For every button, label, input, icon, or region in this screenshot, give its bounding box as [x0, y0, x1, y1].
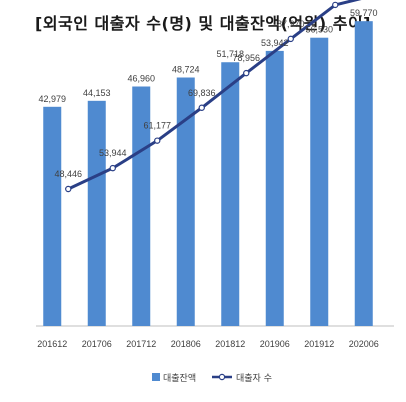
- x-tick-201706: 201706: [82, 339, 112, 349]
- bar-label-201706: 44,153: [83, 88, 111, 98]
- line-label-201612: 48,446: [54, 169, 82, 179]
- x-tick-201812: 201812: [215, 339, 245, 349]
- line-point-201712: [154, 137, 161, 144]
- line-label-201906: 87,970: [277, 19, 305, 29]
- line-label-201712: 61,177: [143, 121, 171, 131]
- line-path: [67, 0, 362, 191]
- bar-201706: [87, 100, 106, 326]
- bar-202006: [354, 21, 373, 326]
- x-tick-201912: 201912: [304, 339, 334, 349]
- x-tick-202006: 202006: [349, 339, 379, 349]
- line-point-201912: [332, 1, 339, 9]
- bar-data-labels: 42,979 44,153 46,960 48,724 51,718 53,942 56,5…: [38, 8, 377, 104]
- bar-series: [43, 21, 373, 327]
- bar-201906: [265, 50, 284, 326]
- x-tick-201612: 201612: [37, 339, 67, 349]
- bar-label-201806: 48,724: [172, 65, 200, 75]
- line-label-201812: 78,956: [232, 53, 260, 63]
- chart-title: [외국인 대출자 수(명) 및 대출잔액(억원) 추이]: [35, 14, 371, 33]
- bar-label-201712: 46,960: [127, 74, 155, 84]
- line-point-201812: [243, 69, 250, 77]
- line-label-201806: 69,836: [188, 88, 216, 98]
- bar-201912: [310, 37, 329, 327]
- bar-label-201912: 56,530: [305, 25, 333, 35]
- x-tick-201906: 201906: [260, 339, 290, 349]
- x-tick-201806: 201806: [171, 339, 201, 349]
- bar-201612: [43, 106, 62, 326]
- line-data-labels: 48,44653,94461,17769,83678,95687,97096,9…: [54, 19, 305, 179]
- legend-swatch-bar: [152, 373, 160, 381]
- legend-label-bar: 대출잔액: [163, 372, 196, 384]
- legend: 대출잔액 대출자 수: [152, 372, 272, 384]
- bar-label-201612: 42,979: [38, 94, 66, 104]
- x-tick-labels: 201612 201706 201712 201806 201812 201906 2019…: [37, 339, 379, 349]
- line-point-201612: [65, 185, 72, 193]
- bar-label-202006: 59,770: [350, 8, 378, 18]
- line-series: [65, 0, 362, 193]
- x-tick-201712: 201712: [126, 339, 156, 349]
- line-label-201706: 53,944: [99, 148, 127, 158]
- legend-marker-line: [218, 373, 226, 381]
- bar-201806: [176, 77, 195, 326]
- bar-201812: [221, 62, 240, 327]
- bar-label-201906: 53,942: [261, 38, 289, 48]
- bar-label-201812: 51,718: [216, 49, 244, 59]
- line-point-201706: [109, 164, 116, 172]
- legend-label-line: 대출자 수: [236, 373, 272, 384]
- line-point-201806: [198, 104, 205, 111]
- line-point-201906: [287, 35, 294, 43]
